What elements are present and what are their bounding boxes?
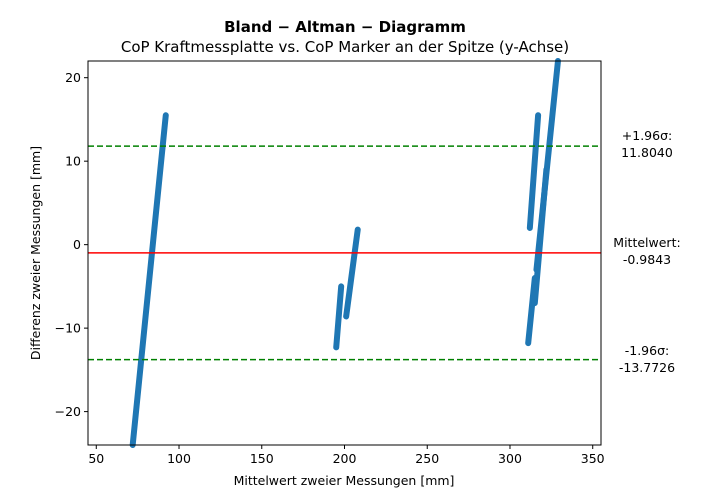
lower-loa-label-title: -1.96σ:: [625, 343, 669, 358]
data-cluster-3-segment-4: [533, 58, 561, 273]
data-cluster-2-segment-1: [333, 283, 345, 351]
upper-loa-label-value: 11.8040: [621, 145, 673, 160]
data-points: [129, 58, 561, 448]
x-tick-label: 50: [88, 451, 104, 466]
data-cluster-3-segment-2: [526, 112, 542, 231]
x-axis-label: Mittelwert zweier Messungen [mm]: [234, 473, 455, 488]
y-axis-ticks: −20 −10 0 10 20: [55, 70, 88, 419]
data-cluster-1-segment-1: [129, 112, 169, 448]
upper-loa-label-title: +1.96σ:: [622, 128, 672, 143]
x-tick-label: 350: [581, 451, 605, 466]
mean-label-title: Mittelwert:: [613, 235, 680, 250]
reference-lines: [88, 145, 601, 361]
x-tick-label: 250: [415, 451, 439, 466]
x-axis-ticks: 50 100 150 200 250 300 350: [88, 445, 605, 466]
y-tick-label: 20: [65, 70, 81, 85]
x-tick-label: 150: [250, 451, 274, 466]
y-tick-label: −20: [55, 404, 81, 419]
lower-loa-label-value: -13.7726: [619, 360, 675, 375]
x-tick-label: 300: [498, 451, 522, 466]
chart-title: Bland − Altman − Diagramm: [224, 18, 466, 36]
mean-label-value: -0.9843: [623, 252, 671, 267]
x-tick-label: 100: [167, 451, 191, 466]
y-axis-label: Differenz zweier Messungen [mm]: [28, 146, 43, 360]
chart-subtitle: CoP Kraftmessplatte vs. CoP Marker an de…: [121, 38, 569, 56]
y-tick-label: −10: [55, 321, 81, 336]
x-tick-label: 200: [333, 451, 357, 466]
data-cluster-2-segment-2: [343, 226, 361, 320]
y-tick-label: 10: [65, 154, 81, 169]
y-tick-label: 0: [73, 237, 81, 252]
